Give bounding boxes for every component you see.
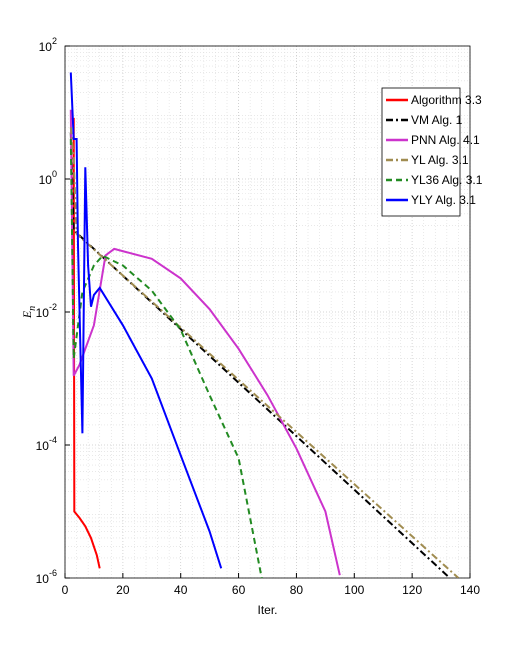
y-tick-exponent: -2 <box>49 302 57 312</box>
x-tick-label: 60 <box>232 583 246 597</box>
x-axis-label: Iter. <box>257 603 277 617</box>
y-tick-base: 10 <box>39 173 53 187</box>
y-tick-label: 102 <box>39 36 57 54</box>
x-tick-label: 0 <box>62 583 69 597</box>
x-tick-label: 100 <box>344 583 364 597</box>
legend-label: Algorithm 3.3 <box>411 93 482 107</box>
x-tick-label: 140 <box>460 583 480 597</box>
legend-label: VM Alg. 1 <box>411 113 463 127</box>
y-tick-base: 10 <box>36 306 50 320</box>
legend-label: YL36 Alg. 3.1 <box>411 173 483 187</box>
y-tick-label: 100 <box>39 169 57 187</box>
y-tick-label: 10-6 <box>36 568 57 586</box>
y-tick-exponent: -4 <box>49 435 57 445</box>
legend-box <box>381 87 461 217</box>
axes-box <box>64 45 471 579</box>
y-tick-label: 10-2 <box>36 302 57 320</box>
y-axis-label-sub: n <box>27 306 38 311</box>
y-tick-exponent: -6 <box>49 568 57 578</box>
y-tick-label: 10-4 <box>36 435 57 453</box>
legend-label: YLY Alg. 3.1 <box>411 193 476 207</box>
series-line <box>69 109 341 576</box>
x-tick-label: 80 <box>290 583 304 597</box>
x-tick-label: 120 <box>402 583 422 597</box>
series-line <box>69 127 460 578</box>
y-tick-exponent: 0 <box>52 169 57 179</box>
y-tick-base: 10 <box>36 572 50 586</box>
series-line <box>69 72 223 569</box>
y-axis-label: En <box>20 306 38 319</box>
series-line <box>70 117 101 569</box>
x-tick-label: 40 <box>174 583 188 597</box>
legend-label: PNN Alg. 4.1 <box>411 133 480 147</box>
y-axis-label-base: E <box>20 310 34 319</box>
y-tick-base: 10 <box>36 439 50 453</box>
legend-label: YL Alg. 3.1 <box>411 153 469 167</box>
y-tick-base: 10 <box>39 40 53 54</box>
x-tick-label: 20 <box>116 583 130 597</box>
y-tick-exponent: 2 <box>52 36 57 46</box>
